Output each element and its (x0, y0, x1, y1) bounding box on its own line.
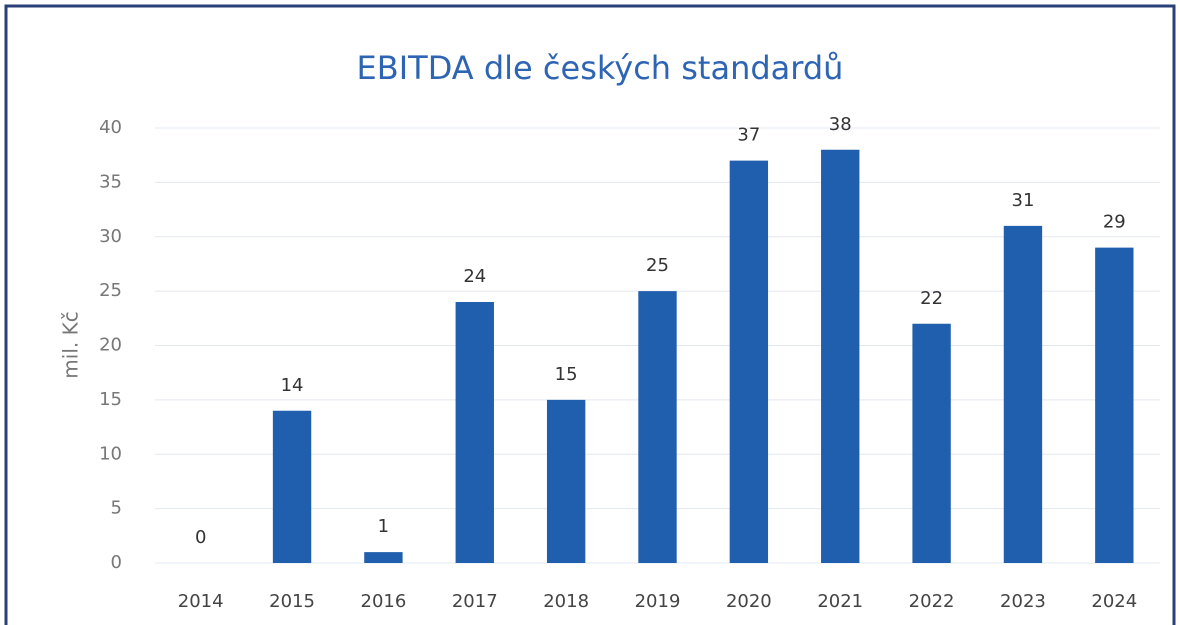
x-tick-label: 2015 (269, 591, 315, 612)
bar (729, 160, 769, 563)
bar (1095, 247, 1134, 563)
x-tick-label: 2020 (726, 591, 772, 612)
data-label: 24 (463, 266, 486, 287)
y-tick-label: 5 (111, 498, 122, 519)
bar (272, 410, 312, 563)
y-tick-label: 10 (99, 443, 122, 464)
x-tick-label: 2019 (635, 591, 681, 612)
data-label: 25 (646, 255, 669, 276)
data-label: 38 (829, 114, 852, 135)
y-tick-label: 20 (99, 335, 122, 356)
y-tick-label: 0 (111, 552, 122, 573)
data-label: 15 (555, 364, 578, 385)
bar (638, 291, 677, 563)
y-tick-label: 15 (99, 389, 122, 410)
x-tick-label: 2016 (361, 591, 407, 612)
chart-title: EBITDA dle českých standardů (357, 49, 844, 87)
x-tick-label: 2014 (178, 591, 224, 612)
bar (546, 399, 586, 563)
bar (912, 323, 951, 563)
data-label: 31 (1012, 190, 1035, 211)
bar (455, 302, 494, 563)
y-tick-label: 30 (99, 226, 122, 247)
bar (821, 149, 860, 563)
y-tick-label: 35 (99, 171, 122, 192)
x-tick-label: 2024 (1091, 591, 1137, 612)
data-label: 29 (1103, 212, 1126, 233)
data-label: 1 (378, 516, 389, 537)
data-label: 0 (195, 527, 206, 548)
frame (4, 4, 1176, 625)
bar (364, 552, 403, 563)
data-label: 37 (737, 125, 760, 146)
y-tick-label: 25 (99, 280, 122, 301)
data-label: 14 (281, 375, 304, 396)
bar (1003, 225, 1043, 563)
x-tick-label: 2022 (909, 591, 955, 612)
x-tick-label: 2023 (1000, 591, 1046, 612)
x-tick-label: 2018 (543, 591, 589, 612)
y-axis-label: mil. Kč (59, 311, 83, 378)
x-tick-label: 2021 (817, 591, 863, 612)
y-tick-label: 40 (99, 117, 122, 138)
data-label: 22 (920, 288, 943, 309)
x-tick-label: 2017 (452, 591, 498, 612)
